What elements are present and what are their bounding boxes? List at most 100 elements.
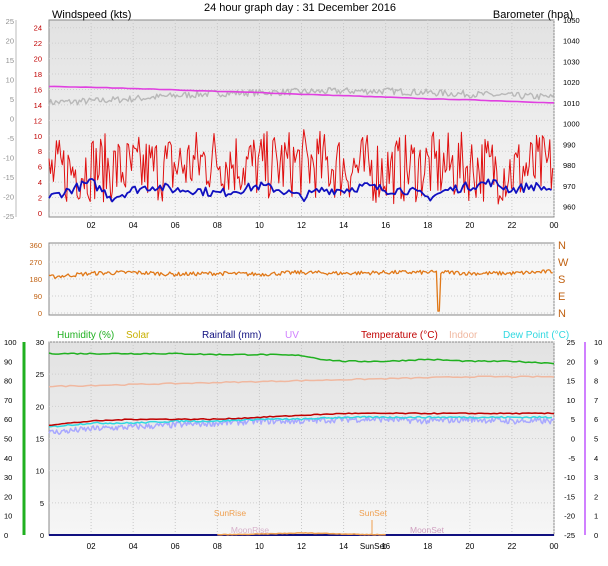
legend-3: UV [285, 330, 299, 341]
baro-tick-980: 980 [563, 161, 576, 170]
legend-1: Solar [126, 330, 150, 341]
temp-tick-15: 15 [567, 377, 575, 386]
baro-tick-990: 990 [563, 140, 576, 149]
dir-tick-360: 360 [29, 241, 42, 250]
humidity-tick-60: 60 [4, 415, 12, 424]
dir-tick-0: 0 [38, 309, 42, 318]
dir-tick-180: 180 [29, 275, 42, 284]
humidity-tick-80: 80 [4, 377, 12, 386]
indoor-line [48, 375, 555, 388]
humidity-tick-40: 40 [4, 454, 12, 463]
wind-tick-14: 14 [34, 101, 42, 110]
wind-tick-22: 22 [34, 39, 42, 48]
barometer-line [48, 85, 554, 104]
sunset-axis-label: SunSet [360, 542, 387, 551]
temp-tick-10: 10 [567, 396, 575, 405]
windspeed-line [48, 129, 554, 205]
temp-tick-5: 5 [571, 415, 575, 424]
baro-tick-1040: 1040 [563, 37, 580, 46]
wind-x-tick-06: 06 [171, 221, 180, 230]
uv-tick-2: 2 [594, 492, 598, 501]
outer-tick--25: -25 [3, 212, 14, 221]
climate-x-tick-20: 20 [465, 542, 474, 551]
wind-x-tick-16: 16 [381, 221, 390, 230]
uv-tick-8: 8 [594, 377, 598, 386]
wind-tick-16: 16 [34, 85, 42, 94]
outer-tick--5: -5 [7, 134, 14, 143]
rain-tick-30: 30 [36, 338, 44, 347]
climate-series [48, 352, 555, 536]
climate-legend: Humidity (%) Solar Rainfall (mm) UV Temperat… [57, 330, 569, 341]
uv-tick-7: 7 [594, 396, 598, 405]
uv-tick-10: 10 [594, 338, 602, 347]
grey-trace [48, 87, 555, 107]
sunset-label: SunSet [359, 508, 388, 518]
climate-x-tick-22: 22 [507, 542, 516, 551]
wind-x-tick-22: 22 [507, 221, 516, 230]
wind-tick-10: 10 [34, 132, 42, 141]
climate-axes: 0102030405060708090100051015202530012345… [4, 338, 602, 551]
rain-tick-10: 10 [36, 467, 44, 476]
wind-tick-0: 0 [38, 209, 42, 218]
humidity-tick-20: 20 [4, 492, 12, 501]
baro-tick-1030: 1030 [563, 57, 580, 66]
wind-tick-20: 20 [34, 55, 42, 64]
compass-label-3: E [558, 291, 565, 303]
uv-tick-5: 5 [594, 435, 598, 444]
dew-point-line [48, 415, 553, 428]
temp-tick--15: -15 [564, 492, 575, 501]
temp-tick-0: 0 [571, 435, 575, 444]
outer-tick--15: -15 [3, 173, 14, 182]
solar-line [217, 532, 386, 536]
wind-grid [49, 20, 555, 217]
windspeed-label: Windspeed (kts) [52, 9, 131, 21]
humidity-tick-70: 70 [4, 396, 12, 405]
humidity-tick-100: 100 [4, 338, 17, 347]
wind-tick-4: 4 [38, 178, 42, 187]
wind-tick-18: 18 [34, 70, 42, 79]
wind-x-tick-10: 10 [255, 221, 264, 230]
wind-x-tick-02: 02 [87, 221, 96, 230]
climate-x-tick-10: 10 [255, 542, 264, 551]
climate-x-tick-06: 06 [171, 542, 180, 551]
wind-x-tick-00: 00 [550, 221, 559, 230]
wind-x-tick-18: 18 [423, 221, 432, 230]
baro-tick-1000: 1000 [563, 120, 580, 129]
legend-0: Humidity (%) [57, 330, 114, 341]
compass-label-1: W [558, 257, 569, 269]
temp-tick--25: -25 [564, 531, 575, 540]
rain-tick-5: 5 [40, 499, 44, 508]
outer-tick-15: 15 [6, 56, 14, 65]
moonset-label: MoonSet [410, 525, 445, 535]
baro-tick-960: 960 [563, 203, 576, 212]
temp-tick-20: 20 [567, 357, 575, 366]
baro-tick-1010: 1010 [563, 99, 580, 108]
page-title: 24 hour graph day : 31 December 2016 [204, 2, 396, 14]
moonrise-label: MoonRise [231, 525, 270, 535]
climate-x-tick-04: 04 [129, 542, 138, 551]
outer-tick--10: -10 [3, 154, 14, 163]
wind-direction-series [48, 269, 553, 312]
wind-series [48, 85, 555, 205]
uv-tick-0: 0 [594, 531, 598, 540]
rain-tick-0: 0 [40, 531, 44, 540]
outer-tick-5: 5 [10, 95, 14, 104]
uv-tick-6: 6 [594, 415, 598, 424]
temp-tick--5: -5 [568, 454, 575, 463]
humidity-tick-30: 30 [4, 473, 12, 482]
temp-tick-25: 25 [567, 338, 575, 347]
humidity-tick-10: 10 [4, 512, 12, 521]
wind-tick-8: 8 [38, 147, 42, 156]
baro-tick-1020: 1020 [563, 78, 580, 87]
climate-x-tick-16: 16 [381, 542, 390, 551]
baro-tick-970: 970 [563, 182, 576, 191]
legend-2: Rainfall (mm) [202, 330, 261, 341]
humidity-tick-0: 0 [4, 531, 8, 540]
temp-tick--10: -10 [564, 473, 575, 482]
wind-x-tick-04: 04 [129, 221, 138, 230]
uv-tick-3: 3 [594, 473, 598, 482]
dir-tick-270: 270 [29, 258, 42, 267]
wind-x-tick-08: 08 [213, 221, 222, 230]
humidity-tick-50: 50 [4, 435, 12, 444]
